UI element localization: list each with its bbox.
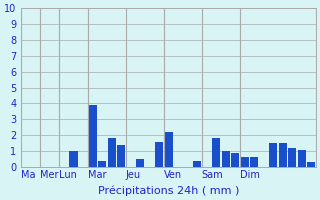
Bar (69, 151, 77, 167)
Bar (164, 132, 172, 167)
Bar (108, 138, 116, 167)
Bar (288, 148, 296, 167)
Bar (298, 150, 306, 167)
Bar (221, 151, 230, 167)
Bar (89, 105, 97, 167)
Bar (212, 138, 220, 167)
Bar (278, 143, 287, 167)
Bar (241, 157, 249, 167)
Bar (136, 159, 144, 167)
Bar (155, 142, 163, 167)
Bar (117, 145, 125, 167)
Bar (193, 161, 201, 167)
Bar (269, 143, 277, 167)
Bar (307, 162, 315, 167)
Bar (231, 153, 239, 167)
Bar (250, 157, 258, 167)
Bar (98, 161, 106, 167)
X-axis label: Précipitations 24h ( mm ): Précipitations 24h ( mm ) (98, 185, 239, 196)
